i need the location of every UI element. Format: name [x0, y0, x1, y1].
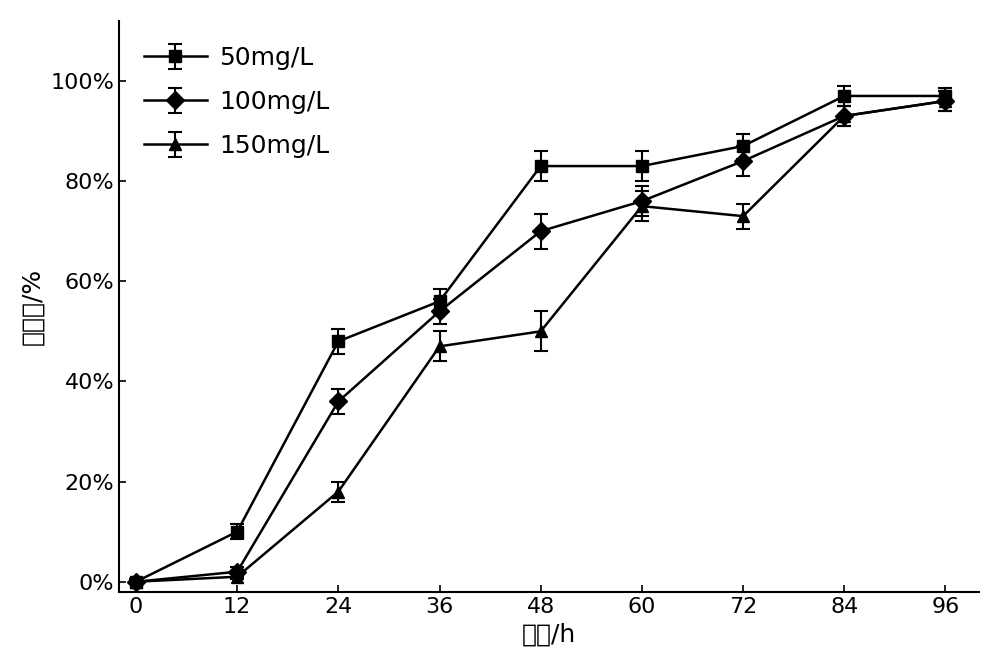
Legend: 50mg/L, 100mg/L, 150mg/L: 50mg/L, 100mg/L, 150mg/L: [132, 33, 342, 170]
X-axis label: 时间/h: 时间/h: [522, 622, 576, 646]
Y-axis label: 降解率/%: 降解率/%: [21, 267, 45, 345]
